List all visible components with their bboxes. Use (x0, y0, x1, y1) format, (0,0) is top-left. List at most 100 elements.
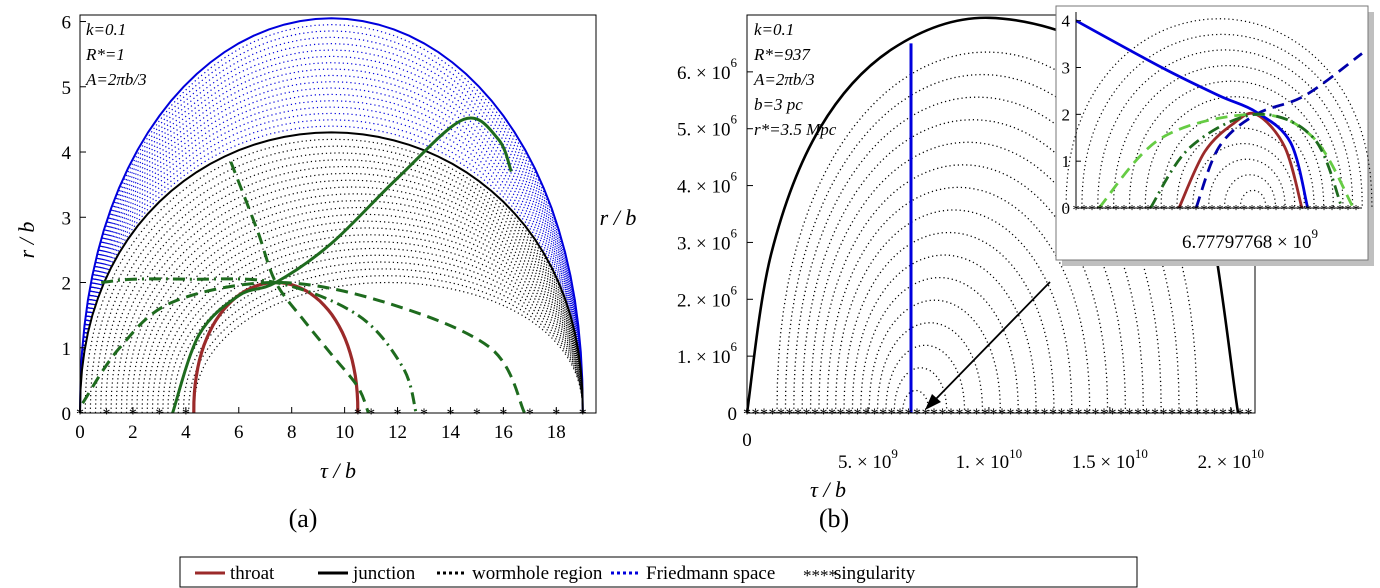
inset-singularity-marker: * (1185, 203, 1192, 218)
inset-singularity-marker: * (1281, 203, 1288, 218)
y-tick-label: 4. × 106 (677, 169, 737, 198)
inset-singularity-marker: * (1177, 203, 1184, 218)
panel-a-series: * * * * * * * * * * * * * * * (76, 116, 587, 423)
singularity-marker: * (990, 406, 998, 423)
x-tick-label: 0 (75, 422, 85, 443)
legend-label: Friedmann space (646, 563, 775, 584)
singularity-marker: * (854, 406, 862, 423)
y-tick-label: 0 (62, 404, 72, 425)
friedmann-space-curve (79, 68, 584, 414)
inset-singularity-marker: * (1217, 203, 1224, 218)
inset-y-tick-label: 3 (1062, 59, 1071, 78)
singularity-marker: * (1049, 406, 1057, 423)
inset-singularity-marker: * (1097, 203, 1104, 218)
panel-b-label: (b) (819, 504, 849, 533)
singularity-marker: * (1219, 406, 1227, 423)
x-tick-label: 10 (335, 422, 354, 443)
singularity-marker: * (828, 406, 836, 423)
singularity-marker: * (1245, 406, 1253, 423)
y-tick-label: 2. × 106 (677, 282, 737, 311)
green-trajectory-6 (229, 161, 370, 414)
singularity-marker: * (820, 406, 828, 423)
friedmann-space-curve (79, 55, 584, 414)
inset-background (1055, 5, 1369, 261)
friedmann-space-curve (79, 93, 584, 414)
inset-singularity-marker: * (1297, 203, 1304, 218)
inset-singularity-marker: * (1113, 203, 1120, 218)
inset-singularity-marker: * (1169, 203, 1176, 218)
singularity-marker: * (973, 406, 981, 423)
wormhole-region-curve (131, 200, 584, 414)
inset-y-ticks: 0 1 2 3 4 (1062, 12, 1081, 218)
wormhole-region-curve (100, 159, 584, 414)
panel-a-x-label: τ / b (320, 458, 356, 483)
singularity-4-marker: * (579, 406, 587, 423)
wormhole-region-curve (157, 234, 584, 414)
inset-singularity-marker: * (1345, 203, 1352, 218)
panel-a-annotation: R*=1 (85, 45, 125, 64)
singularity-4-marker: * (76, 406, 84, 423)
singularity-marker: * (1194, 406, 1202, 423)
singularity-marker: * (1126, 406, 1134, 423)
inset-curve-1 (1075, 19, 1310, 209)
wormhole-region-curve (818, 164, 1109, 414)
x-tick-label: 5. × 109 (838, 446, 898, 473)
wormhole-region-curve (188, 275, 584, 414)
friedmann-space-curve (79, 112, 584, 414)
inset-singularity-marker: * (1329, 203, 1336, 218)
singularity-marker: * (1211, 406, 1219, 423)
friedmann-space-curve (79, 74, 584, 414)
inset-singularity-marker: * (1249, 203, 1256, 218)
inset-wormhole-curve (1081, 33, 1363, 209)
panel-a: * * * * * * * * * * * * * * * 0 2 4 6 8 10 12 14 16 18 0123456 … (14, 13, 597, 533)
singularity-marker: * (1100, 406, 1108, 423)
y-tick-label: 1 (62, 339, 72, 360)
y-tick-label: 2 (62, 274, 72, 295)
friedmann-space-curve (79, 81, 584, 414)
panel-a-annotation: A=2πb/3 (85, 70, 147, 89)
singularity-marker: * (1202, 406, 1210, 423)
x-tick-label: 18 (547, 422, 566, 443)
wormhole-region-curve (84, 138, 584, 414)
wormhole-region-curve (141, 213, 584, 414)
singularity-marker: * (998, 406, 1006, 423)
inset-singularity-marker: * (1273, 203, 1280, 218)
singularity-marker: * (743, 406, 751, 423)
panel-a-x-ticks: 0 2 4 6 8 10 12 14 16 18 (75, 407, 566, 443)
singularity-marker: * (752, 406, 760, 423)
green-trajectory-8 (101, 277, 418, 414)
x-tick-label: 1. × 1010 (956, 446, 1022, 473)
singularity-marker: * (981, 406, 989, 423)
panel-a-y-ticks: 0 1 2 3 4 5 6 (62, 13, 86, 425)
singularity-marker: * (803, 406, 811, 423)
singularity-marker: * (871, 406, 879, 423)
panel-b-annotations: k=0.1 R*=937 A=2πb/3 b=3 pc r*=3.5 Mpc (753, 20, 837, 139)
singularity-marker: * (1228, 406, 1236, 423)
inset-pointer-arrowhead (925, 394, 941, 410)
wormhole-region-curve (177, 261, 584, 414)
singularity-marker: * (922, 406, 930, 423)
inset-singularity-marker: * (1257, 203, 1264, 218)
singularity-marker: * (1151, 406, 1159, 423)
singularity-marker: * (956, 406, 964, 423)
panel-b-annotation: b=3 pc (754, 95, 803, 114)
inset-singularity-marker: * (1201, 203, 1208, 218)
inset-singularity-marker: * (1265, 203, 1272, 218)
inset-series: * * * * * * * * * * * * * * * * * * * * * * * * * * * * * * * * * * * * (1073, 19, 1363, 218)
panel-a-family-curves (79, 17, 584, 414)
friedmann-space-curve (79, 87, 584, 414)
inset-pointer-arrow (932, 281, 1051, 403)
wormhole-region-curve (146, 220, 584, 414)
singularity-marker: * (777, 406, 785, 423)
inset-singularity-marker: * (1129, 203, 1136, 218)
inset-curve-4 (1149, 112, 1344, 209)
wormhole-region-curve (94, 152, 584, 414)
y-tick-label: 6 (62, 13, 72, 34)
panel-b-annotation: r*=3.5 Mpc (754, 120, 837, 139)
legend-label: wormhole region (472, 563, 603, 584)
inset-singularity-marker: * (1121, 203, 1128, 218)
legend-label: throat (230, 563, 275, 584)
inset-singularity-marker: * (1089, 203, 1096, 218)
inset-singularity-marker: * (1081, 203, 1088, 218)
singularity-marker: * (947, 406, 955, 423)
